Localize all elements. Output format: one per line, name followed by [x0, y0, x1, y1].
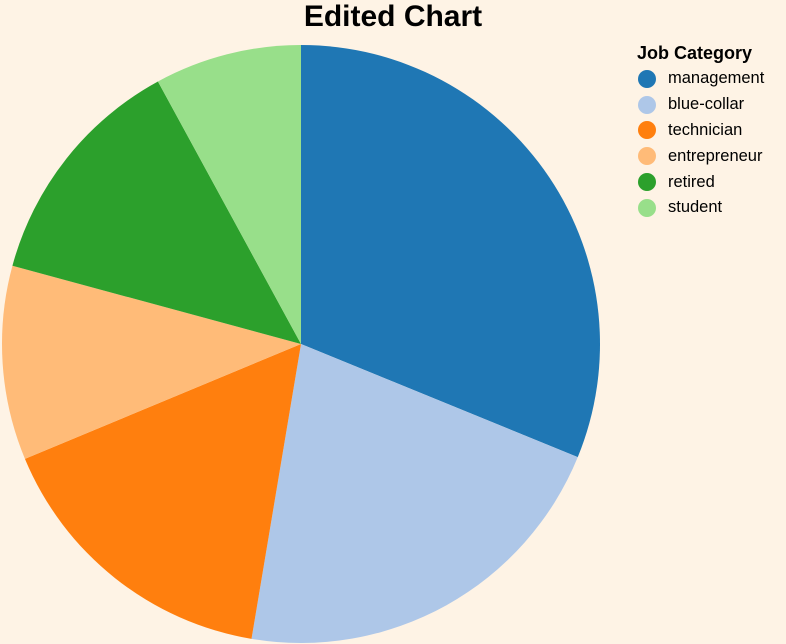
legend-label: entrepreneur — [668, 146, 763, 165]
legend-label: technician — [668, 120, 743, 139]
legend-item-blue-collar[interactable]: blue-collar — [637, 92, 764, 118]
legend-item-management[interactable]: management — [637, 66, 764, 92]
legend-swatch — [638, 69, 656, 88]
legend: Job Category management blue-collar techni… — [637, 42, 764, 221]
legend-item-retired[interactable]: retired — [637, 169, 764, 195]
pie-slice-technician[interactable] — [24, 344, 302, 639]
pie-slice-entrepreneur[interactable] — [2, 265, 301, 459]
pie-slice-management[interactable] — [301, 45, 600, 458]
legend-title: Job Category — [637, 43, 753, 63]
pie-slice-retired[interactable] — [12, 81, 302, 344]
pie-slice-student[interactable] — [157, 45, 301, 344]
legend-swatch — [638, 121, 656, 140]
legend-items: management blue-collar technician entrepren… — [637, 66, 764, 221]
chart-title: Edited Chart — [303, 0, 483, 33]
legend-item-entrepreneur[interactable]: entrepreneur — [637, 143, 764, 169]
legend-swatch — [638, 173, 656, 192]
legend-item-technician[interactable]: technician — [637, 118, 764, 144]
legend-swatch — [638, 95, 656, 114]
legend-label: blue-collar — [668, 95, 745, 114]
pie-slice-blue-collar[interactable] — [251, 344, 578, 643]
legend-item-student[interactable]: student — [637, 195, 764, 221]
legend-swatch — [638, 198, 656, 217]
legend-label: retired — [668, 172, 715, 191]
legend-label: management — [668, 69, 765, 88]
legend-swatch — [638, 147, 656, 166]
legend-label: student — [668, 198, 723, 217]
